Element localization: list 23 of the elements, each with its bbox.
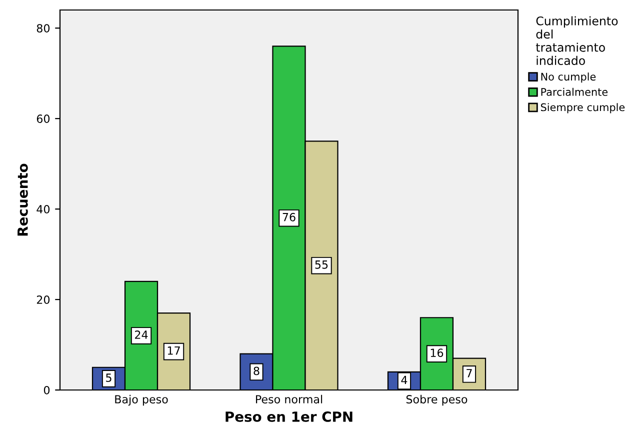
data-label: 76 [282, 212, 296, 222]
legend-label: No cumple [541, 72, 596, 83]
data-label: 24 [135, 330, 148, 339]
y-axis-title: Recuento [18, 164, 28, 236]
data-label: 4 [401, 376, 408, 384]
legend-title: Cumplimiento del tratamiento indicado [536, 16, 618, 66]
y-tick-label: 20 [36, 296, 50, 304]
x-tick-label: Peso normal [256, 394, 322, 404]
x-axis-title: Peso en 1er CPN [226, 411, 352, 422]
y-tick-label: 0 [44, 386, 50, 394]
x-tick-label: Sobre peso [406, 394, 468, 406]
y-tick-label: 80 [36, 24, 50, 32]
data-label: 55 [315, 260, 328, 269]
data-label: 7 [466, 369, 472, 378]
data-label: 16 [430, 348, 444, 358]
x-tick-label: Bajo peso [115, 394, 168, 406]
data-label: 5 [106, 374, 112, 382]
legend-label: Siempre cumple [540, 103, 625, 114]
y-tick-label: 40 [36, 205, 50, 214]
data-label: 17 [168, 346, 180, 355]
legend-label: Parcialmente [541, 88, 608, 96]
y-tick-label: 60 [36, 114, 50, 123]
data-label: 8 [254, 366, 260, 376]
